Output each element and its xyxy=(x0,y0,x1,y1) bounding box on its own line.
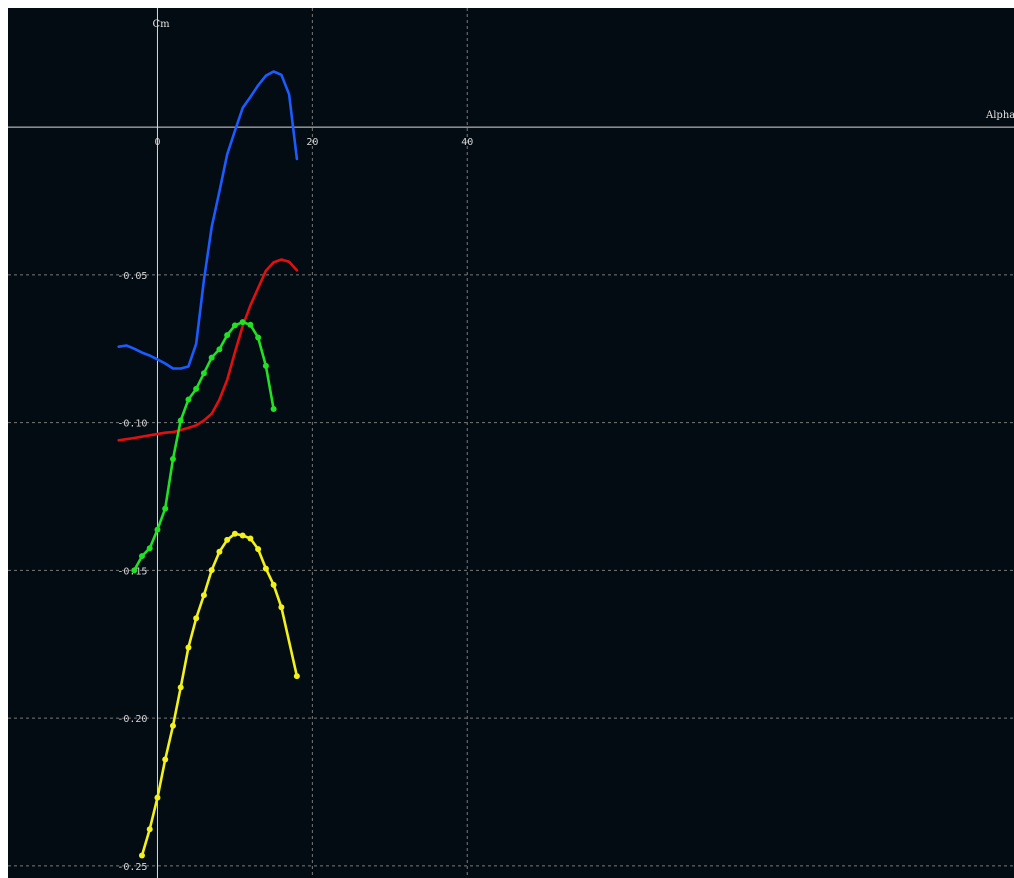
cm-vs-alpha-chart: 0 20 40 -0.05 -0.10 -0.15 -0.20 -0.25 Alpha Cm xyxy=(8,8,1014,878)
series-2-point-17 xyxy=(262,362,269,369)
series-3-point-2 xyxy=(154,794,161,801)
series-3-point-3 xyxy=(162,756,169,763)
series-lines xyxy=(117,70,300,859)
series-2-point-15 xyxy=(247,321,254,328)
tick-labels: 0 20 40 -0.05 -0.10 -0.15 -0.20 -0.25 xyxy=(117,137,473,873)
series-2-point-7 xyxy=(185,396,192,403)
series-3-point-0 xyxy=(138,852,145,859)
y-tick-label-2: -0.15 xyxy=(117,566,147,577)
series-2-point-11 xyxy=(216,346,223,353)
series-line-0 xyxy=(117,70,299,370)
series-2-point-9 xyxy=(200,370,207,377)
y-tick-label-3: -0.20 xyxy=(117,714,147,725)
series-2-point-10 xyxy=(208,354,215,361)
axes xyxy=(8,8,1014,878)
series-3-point-4 xyxy=(169,722,176,729)
x-tick-label-2: 40 xyxy=(461,137,473,148)
series-3-point-15 xyxy=(255,546,262,553)
y-tick-label-4: -0.25 xyxy=(117,862,147,873)
grid-lines xyxy=(8,8,1014,878)
series-3-point-14 xyxy=(247,535,254,542)
series-3-point-18 xyxy=(278,604,285,611)
polar-plot-area[interactable]: 0 20 40 -0.05 -0.10 -0.15 -0.20 -0.25 Alpha Cm xyxy=(8,8,1014,878)
y-tick-label-0: -0.05 xyxy=(117,271,147,282)
series-3-point-17 xyxy=(270,581,277,588)
series-line-1 xyxy=(117,258,299,442)
y-tick-label-1: -0.10 xyxy=(117,419,147,430)
series-3-point-12 xyxy=(231,530,238,537)
x-axis-label: Alpha xyxy=(985,110,1014,121)
series-2-point-16 xyxy=(255,334,262,341)
series-2-point-4 xyxy=(162,505,169,512)
x-tick-label-1: 20 xyxy=(306,137,318,148)
series-3-point-8 xyxy=(200,592,207,599)
series-3-point-11 xyxy=(224,536,231,543)
x-tick-label-0: 0 xyxy=(154,137,160,148)
series-2-point-3 xyxy=(154,526,161,533)
series-3-point-10 xyxy=(216,548,223,555)
series-3-point-1 xyxy=(146,826,153,833)
series-2-point-6 xyxy=(177,417,184,424)
series-3-point-7 xyxy=(193,615,200,622)
series-2-point-14 xyxy=(239,319,246,326)
series-3-point-13 xyxy=(239,532,246,539)
series-3-point-5 xyxy=(177,684,184,691)
series-2-point-0 xyxy=(131,567,138,574)
series-2-point-5 xyxy=(169,455,176,462)
series-2-point-2 xyxy=(146,545,153,552)
series-2-point-1 xyxy=(138,553,145,560)
series-3-point-6 xyxy=(185,644,192,651)
series-2-point-12 xyxy=(224,332,231,339)
series-2-point-18 xyxy=(270,406,277,413)
series-2-point-13 xyxy=(231,322,238,329)
series-3-point-9 xyxy=(208,567,215,574)
y-axis-label: Cm xyxy=(152,19,170,30)
series-3-point-19 xyxy=(293,673,300,680)
series-line-3 xyxy=(140,532,299,857)
series-2-point-8 xyxy=(193,385,200,392)
series-3-point-16 xyxy=(262,565,269,572)
